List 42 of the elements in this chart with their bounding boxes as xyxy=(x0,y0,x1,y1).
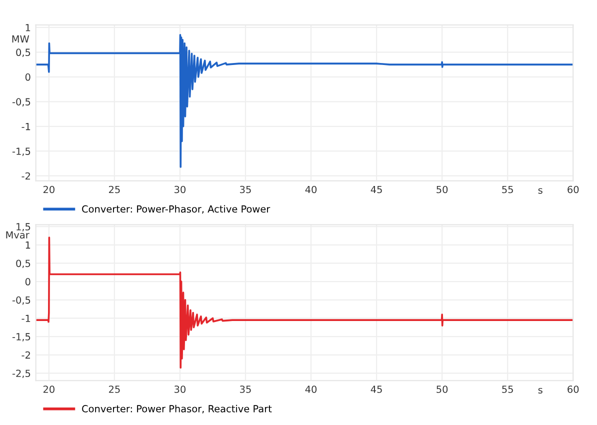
y-tick-label: 0 xyxy=(25,278,30,286)
x-tick-label: 45 xyxy=(370,186,382,194)
y-tick-label: -2,5 xyxy=(12,370,30,378)
y-tick-label: -1,5 xyxy=(12,148,30,156)
y-tick-label: 1 xyxy=(26,242,30,249)
line-series xyxy=(36,236,574,369)
x-tick-label: 25 xyxy=(108,186,120,194)
y-axis-title: Mvar xyxy=(6,231,30,239)
x-tick-label: 25 xyxy=(108,386,120,393)
y-axis-title: MW xyxy=(12,35,30,43)
y-tick-label: -0,5 xyxy=(12,98,30,106)
y-tick-label: -1 xyxy=(22,314,30,322)
x-tick-label: 50 xyxy=(436,386,448,393)
x-tick-label: 40 xyxy=(305,386,317,393)
x-tick-label: 55 xyxy=(502,386,513,393)
y-tick-label: 0,5 xyxy=(16,260,30,268)
x-tick-label: 60 xyxy=(568,186,579,194)
x-tick-label: 60 xyxy=(568,386,579,393)
x-tick-label: 30 xyxy=(174,386,186,393)
y-tick-label: 0 xyxy=(25,73,30,81)
y-tick-label: 1,5 xyxy=(16,223,30,232)
x-tick-label: 20 xyxy=(43,186,54,194)
y-tick-label: 0,5 xyxy=(16,48,30,58)
y-tick-label: -1 xyxy=(22,122,30,130)
y-tick-label: -2 xyxy=(22,172,30,180)
x-tick-label: 40 xyxy=(305,186,317,194)
y-tick-label: -1,5 xyxy=(12,333,30,342)
x-tick-label: 30 xyxy=(174,186,186,194)
legend-label: Converter: Power Phasor, Reactive Part xyxy=(82,404,272,414)
line-series xyxy=(36,34,574,168)
y-tick-label: -0,5 xyxy=(12,296,30,305)
x-tick-label: 45 xyxy=(370,386,382,393)
x-tick-label: 35 xyxy=(240,186,251,194)
x-axis-title: s xyxy=(538,388,542,394)
x-tick-label: 35 xyxy=(240,386,251,393)
x-tick-label: 55 xyxy=(502,186,513,194)
legend-label: Converter: Power-Phasor, Active Power xyxy=(82,205,270,214)
x-tick-label: 20 xyxy=(43,386,54,393)
y-tick-label: 1 xyxy=(26,24,30,32)
x-tick-label: 50 xyxy=(436,186,448,194)
x-axis-title: s xyxy=(538,188,542,194)
y-tick-label: -2 xyxy=(22,351,30,359)
